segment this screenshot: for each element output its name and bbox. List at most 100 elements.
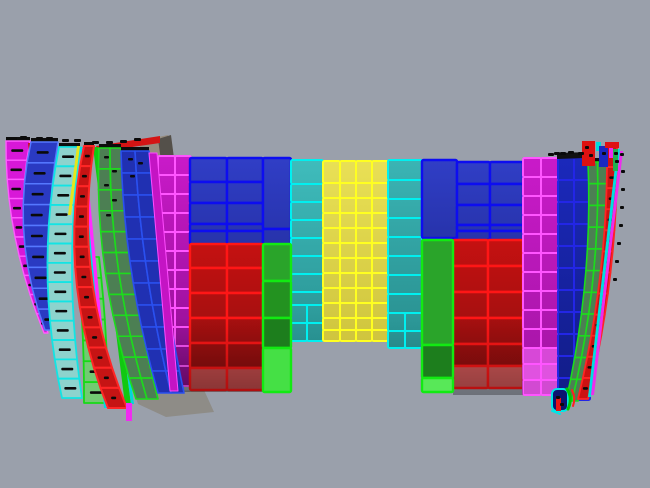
panel-cell[interactable] [120, 150, 138, 174]
panel-cell[interactable] [371, 182, 389, 199]
panel-cell[interactable] [371, 272, 389, 289]
panel-cell[interactable] [540, 328, 559, 349]
panel-cell[interactable] [261, 279, 293, 320]
panel-column-blue-left-a[interactable] [188, 156, 265, 246]
panel-cell[interactable] [522, 214, 542, 235]
panel-cell[interactable] [387, 274, 423, 295]
panel-cell[interactable] [420, 238, 455, 347]
panel-cell[interactable] [339, 197, 357, 214]
panel-cell[interactable] [488, 160, 525, 186]
panel-band-blue-labeled-col[interactable] [22, 138, 59, 331]
panel-cell[interactable] [157, 155, 176, 176]
panel-cell[interactable] [451, 290, 490, 320]
panel-cell[interactable] [188, 229, 229, 246]
panel-cell[interactable] [355, 242, 373, 259]
panel-cell[interactable] [451, 238, 490, 268]
panel-cell[interactable] [290, 255, 324, 275]
panel-cell[interactable] [134, 150, 152, 174]
panel-cell[interactable] [387, 255, 423, 276]
panel-cell[interactable] [488, 182, 525, 207]
panel-cell[interactable] [522, 363, 542, 381]
panel-cell[interactable] [225, 201, 265, 226]
panel-cell[interactable] [387, 179, 423, 200]
panel-cell[interactable] [355, 227, 373, 244]
panel-cell[interactable] [557, 333, 575, 357]
panel-cell[interactable] [522, 309, 542, 330]
panel-cell[interactable] [339, 227, 357, 244]
panel-cell[interactable] [557, 201, 575, 225]
panel-cell[interactable] [355, 197, 373, 214]
panel-cell[interactable] [371, 197, 389, 214]
panel-cell[interactable] [522, 271, 542, 292]
panel-cell[interactable] [355, 257, 373, 274]
panel-cell[interactable] [322, 242, 341, 259]
panel-cell[interactable] [174, 250, 192, 271]
panel-cell[interactable] [225, 266, 265, 295]
panel-cell[interactable] [540, 195, 559, 216]
panel-cell[interactable] [522, 233, 542, 254]
panel-cell[interactable] [290, 322, 308, 342]
panel-cell[interactable] [322, 287, 341, 304]
panel-cell[interactable] [261, 156, 293, 231]
panel-cell[interactable] [174, 212, 192, 233]
panel-band-right-cyan-sliver[interactable] [588, 149, 620, 397]
panel-cell[interactable] [188, 201, 229, 226]
panel-cell[interactable] [557, 179, 575, 203]
panel-cell[interactable] [371, 212, 389, 229]
panel-cell[interactable] [290, 219, 324, 239]
panel-cell[interactable] [451, 264, 490, 294]
panel-cell[interactable] [557, 311, 575, 335]
panel-cell[interactable] [339, 329, 357, 342]
panel-cell[interactable] [371, 317, 389, 331]
panel-cell[interactable] [522, 176, 542, 197]
panel-band-right-magenta-sliver[interactable] [591, 151, 623, 395]
panel-cell[interactable] [339, 212, 357, 229]
panel-cell[interactable] [522, 347, 542, 365]
panel-cell[interactable] [140, 377, 159, 400]
panel-cell[interactable] [404, 330, 423, 349]
panel-cell[interactable] [225, 229, 265, 246]
panel-cell[interactable] [522, 290, 542, 311]
panel-cell[interactable] [322, 329, 341, 342]
panel-cell[interactable] [540, 233, 559, 254]
panel-cell[interactable] [355, 272, 373, 289]
panel-cell[interactable] [261, 346, 293, 394]
panel-cell[interactable] [225, 180, 265, 205]
panel-cell[interactable] [322, 182, 341, 199]
panel-cell[interactable] [540, 290, 559, 311]
panel-cell[interactable] [174, 193, 192, 214]
panel-cell[interactable] [557, 289, 575, 313]
panel-cell[interactable] [420, 376, 455, 394]
curved-band-layer[interactable] [5, 137, 623, 409]
panel-cell[interactable] [322, 272, 341, 289]
panel-cell[interactable] [387, 330, 406, 349]
panel-cell[interactable] [174, 174, 192, 195]
panel-cell[interactable] [355, 212, 373, 229]
panel-cell[interactable] [261, 242, 293, 283]
panel-cell[interactable] [522, 328, 542, 349]
panel-cell[interactable] [557, 223, 575, 247]
panel-cell[interactable] [339, 317, 357, 331]
panel-cell[interactable] [306, 304, 324, 324]
panel-cell[interactable] [261, 227, 293, 246]
panel-cell[interactable] [522, 195, 542, 216]
panel-cell[interactable] [355, 302, 373, 319]
panel-cell[interactable] [135, 172, 154, 196]
panel-cell[interactable] [355, 317, 373, 331]
panel-cell[interactable] [455, 182, 492, 207]
panel-cell[interactable] [109, 147, 123, 170]
panel-cell[interactable] [540, 157, 559, 178]
panel-cell[interactable] [68, 146, 80, 215]
panel-cell[interactable] [557, 157, 575, 181]
panel-cell[interactable] [322, 302, 341, 319]
panel-cell[interactable] [290, 159, 324, 185]
panel-cell[interactable] [322, 227, 341, 244]
panel-cell[interactable] [174, 231, 192, 252]
panel-cell[interactable] [387, 217, 423, 238]
panel-cell[interactable] [188, 242, 229, 270]
panel-cell[interactable] [322, 197, 341, 214]
panel-cell[interactable] [225, 242, 265, 270]
panel-cell[interactable] [174, 288, 192, 309]
panel-cell[interactable] [355, 287, 373, 304]
